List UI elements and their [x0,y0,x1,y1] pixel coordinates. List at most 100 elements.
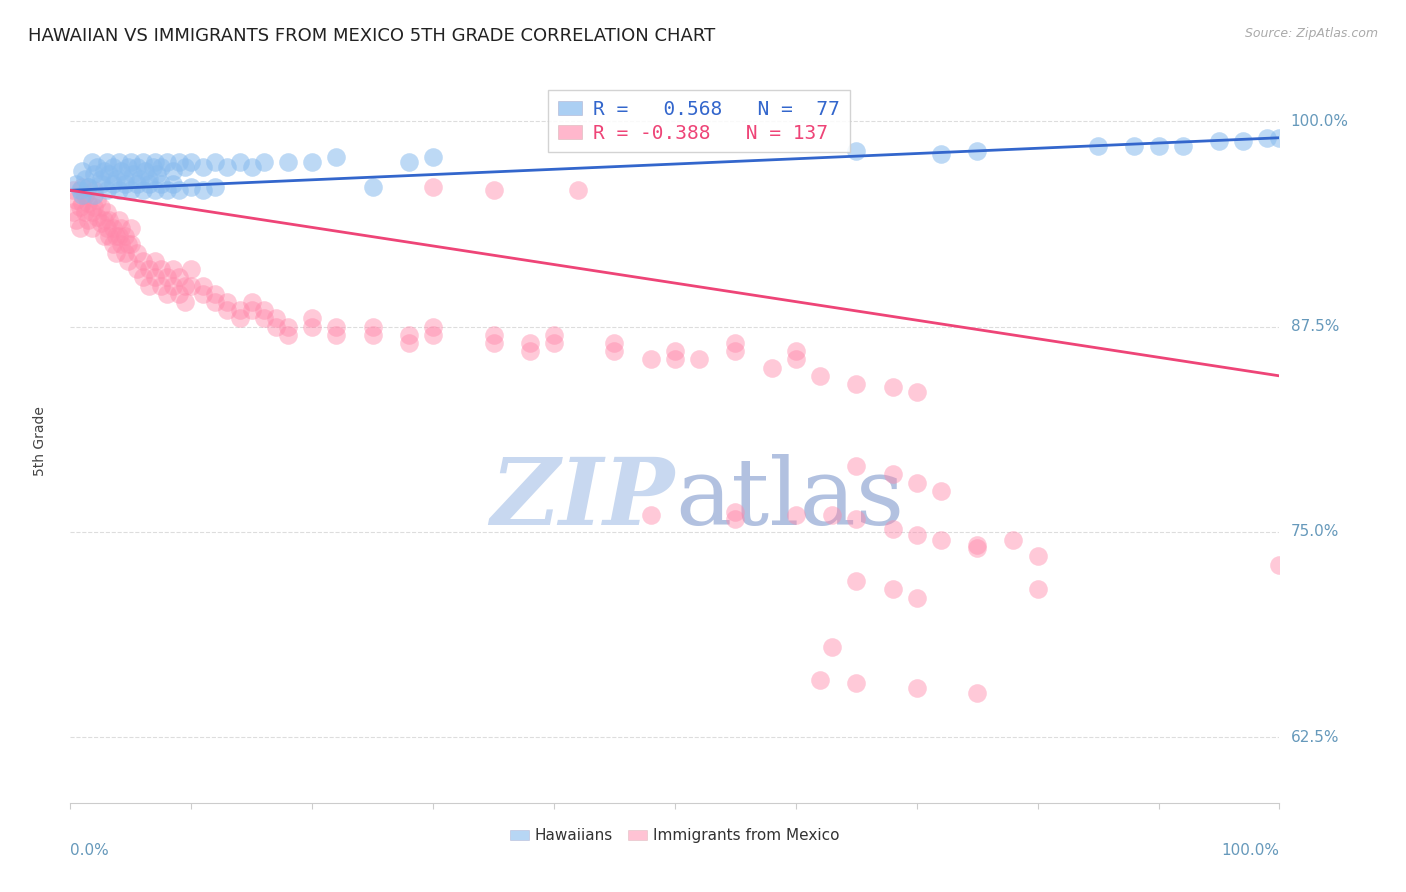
Point [301,311,323,326]
Point [90,216,111,230]
Point [69,200,91,214]
Point [143,253,166,268]
Point [101,177,124,191]
Point [96,204,118,219]
Point [105,229,128,244]
Point [1002,533,1025,547]
Point [1268,558,1291,572]
Point [966,686,988,700]
Point [167,155,190,169]
Point [882,467,904,482]
Text: 75.0%: 75.0% [1291,524,1339,540]
Point [277,319,299,334]
Point [107,229,129,244]
Point [73,188,96,202]
Point [325,151,347,165]
Point [73,204,96,219]
Point [62,183,84,197]
Point [240,161,263,175]
Point [114,229,136,244]
Point [125,262,148,277]
Point [150,262,172,277]
Point [156,286,179,301]
Point [882,380,904,394]
Point [156,155,179,169]
Point [80,155,103,169]
Point [193,286,215,301]
Point [845,144,868,158]
Point [120,183,142,197]
Point [65,177,87,191]
Text: 100.0%: 100.0% [1222,843,1279,857]
Point [80,204,103,219]
Point [640,508,662,523]
Point [845,574,868,588]
Point [217,303,239,318]
Point [482,327,505,342]
Point [101,221,124,235]
Point [162,177,184,191]
Point [543,327,565,342]
Point [72,163,94,178]
Point [688,352,710,367]
Point [101,237,124,252]
Point [86,210,108,224]
Point [253,311,276,326]
Point [117,253,139,268]
Point [107,183,129,197]
Point [603,336,626,351]
Point [228,155,250,169]
Point [107,155,129,169]
Point [143,183,166,197]
Point [110,237,132,252]
Text: 100.0%: 100.0% [1291,114,1348,128]
Point [90,200,111,214]
Text: 87.5%: 87.5% [1291,319,1339,334]
Point [929,533,952,547]
Point [724,512,747,526]
Point [966,541,988,556]
Point [193,278,215,293]
Point [69,183,91,197]
Text: Source: ZipAtlas.com: Source: ZipAtlas.com [1244,27,1378,40]
Point [253,303,276,318]
Point [150,161,172,175]
Legend: Hawaiians, Immigrants from Mexico: Hawaiians, Immigrants from Mexico [505,822,845,849]
Point [217,161,239,175]
Point [174,161,197,175]
Point [664,344,686,359]
Point [785,344,807,359]
Point [905,591,928,605]
Point [785,508,807,523]
Point [129,171,152,186]
Point [1171,139,1194,153]
Point [567,183,589,197]
Point [77,180,100,194]
Point [62,204,84,219]
Point [162,163,184,178]
Point [138,262,160,277]
Point [724,505,747,519]
Point [98,229,121,244]
Point [167,183,190,197]
Point [120,221,142,235]
Point [821,640,844,654]
Point [808,368,831,383]
Point [180,278,202,293]
Point [73,171,96,186]
Point [482,336,505,351]
Point [132,270,155,285]
Point [83,200,105,214]
Point [1026,549,1049,564]
Point [785,352,807,367]
Point [122,167,145,181]
Text: HAWAIIAN VS IMMIGRANTS FROM MEXICO 5TH GRADE CORRELATION CHART: HAWAIIAN VS IMMIGRANTS FROM MEXICO 5TH G… [28,27,716,45]
Point [845,512,868,526]
Point [240,303,263,318]
Point [138,177,160,191]
Point [905,385,928,400]
Point [180,155,202,169]
Point [398,155,420,169]
Point [1147,139,1170,153]
Point [125,161,148,175]
